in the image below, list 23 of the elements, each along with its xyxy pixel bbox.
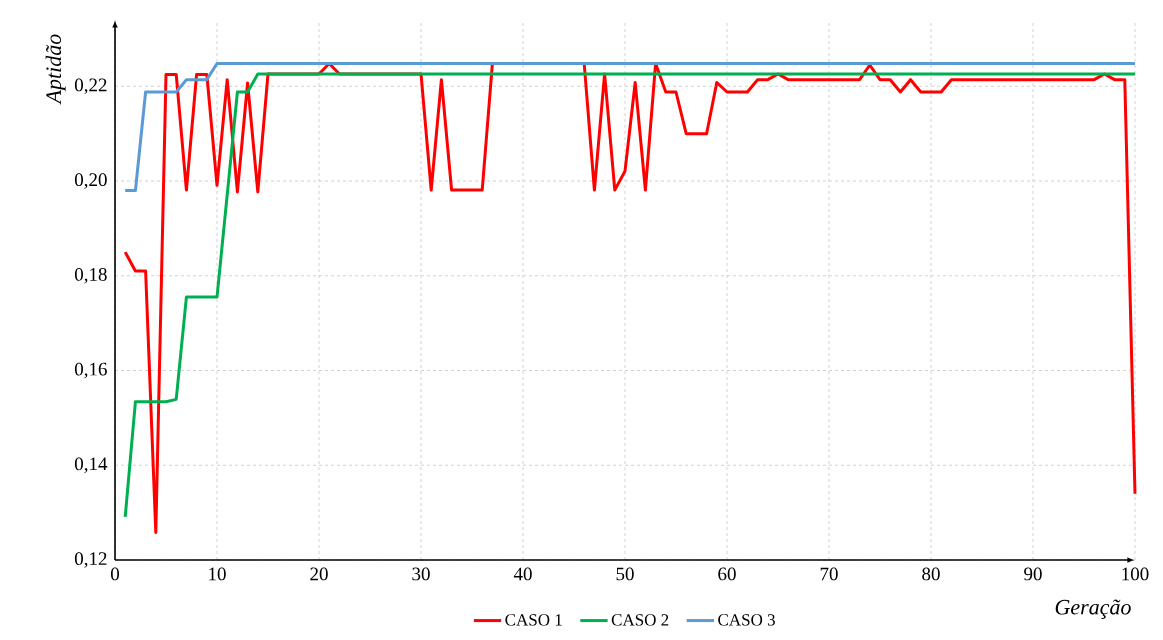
x-tick-label: 90 — [1024, 567, 1042, 581]
x-tick-label: 0 — [110, 567, 120, 581]
y-tick-label: 0,12 — [74, 552, 107, 568]
x-tick-label: 20 — [310, 567, 328, 581]
legend-label: CASO 2 — [611, 614, 669, 626]
y-tick-label: 0,20 — [74, 173, 107, 189]
legend-label: CASO 1 — [505, 614, 562, 626]
x-tick-label: 100 — [1122, 567, 1149, 581]
x-tick-label: 30 — [412, 567, 430, 581]
y-tick-label: 0,14 — [74, 457, 108, 474]
x-tick-label: 80 — [922, 567, 940, 581]
x-tick-label: 70 — [820, 567, 838, 581]
y-tick-label: 0,18 — [74, 268, 107, 284]
x-tick-label: 10 — [209, 567, 226, 581]
y-tick-label: 0,22 — [74, 78, 107, 95]
line-series — [123, 62, 1137, 193]
legend-label: CASO 3 — [718, 614, 775, 626]
x-tick-label: 60 — [718, 567, 736, 581]
y-axis-title: Aptidão — [45, 34, 66, 105]
x-tick-label: 40 — [513, 567, 532, 581]
y-tick-label: 0,16 — [74, 362, 107, 379]
x-axis-title: Geração — [1055, 599, 1131, 619]
x-tick-label: 50 — [616, 567, 634, 581]
